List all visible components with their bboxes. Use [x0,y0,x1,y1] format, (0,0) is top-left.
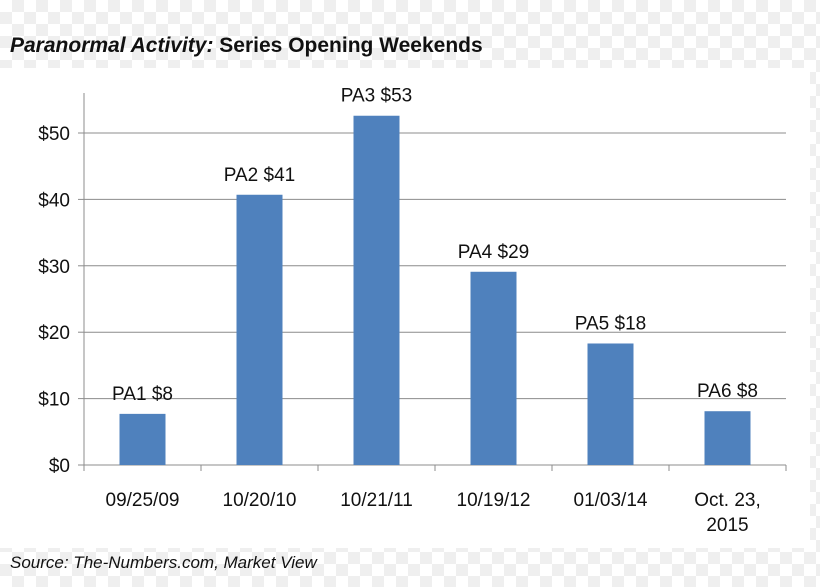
bar [236,194,283,465]
x-tick-label-line: 10/21/11 [340,490,413,511]
x-tick-label-line: 10/20/10 [223,490,297,511]
bar [470,271,517,465]
bar [587,343,634,465]
source-note: Source: The-Numbers.com, Market View [10,553,317,572]
y-tick-label: $20 [38,323,70,344]
data-label: PA6 $8 [697,381,758,402]
data-label: PA4 $29 [458,242,529,263]
x-tick-label: Oct. 23, 2015 [694,490,761,536]
chart-title-rest: Series Opening Weekends [213,34,483,57]
x-tick-label-line: 09/25/09 [106,490,180,511]
y-tick-label: $40 [38,190,70,211]
data-label: PA3 $53 [341,86,412,107]
x-tick-label: 01/03/14 [574,490,648,511]
x-tick-label-line: 01/03/14 [574,490,648,511]
y-tick-label: $0 [49,456,70,477]
data-label: PA5 $18 [575,313,646,334]
x-tick-label-line: 2015 [706,515,748,536]
x-tick-label: 10/21/11 [340,490,413,511]
bar [353,115,400,466]
x-tick-label-line: Oct. 23, [694,490,761,511]
chart-panel: $0 $10 $20 $30 $40 $50 PA1 $8 09/25/09 PA2 $41 10… [0,68,810,548]
chart-title: Paranormal Activity: Series Opening Week… [10,34,483,58]
y-tick-label: $10 [38,390,70,411]
x-tick-label: 09/25/09 [106,490,180,511]
bar [704,411,751,465]
x-tick-label-line: 10/19/12 [457,490,531,511]
x-tick-label: 10/19/12 [457,490,531,511]
bar-chart: $0 $10 $20 $30 $40 $50 PA1 $8 09/25/09 PA2 $41 10… [38,86,787,536]
data-label: PA2 $41 [224,165,295,186]
y-tick-label: $50 [38,124,70,145]
x-tick-label: 10/20/10 [223,490,297,511]
chart-title-italic: Paranormal Activity: [10,34,214,57]
data-label: PA1 $8 [112,384,173,405]
y-tick-label: $30 [38,257,70,278]
bar [119,413,166,465]
